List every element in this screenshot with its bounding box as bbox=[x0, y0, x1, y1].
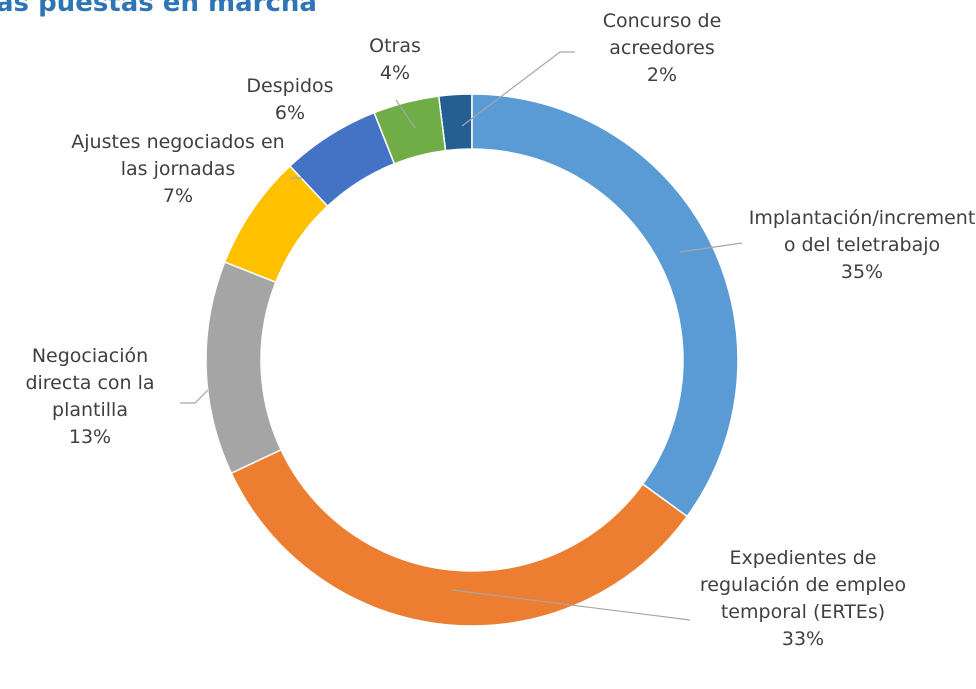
value-label: 35% bbox=[840, 261, 884, 283]
category-label: Ajustes negociados en las jornadas bbox=[71, 131, 285, 180]
category-label: Otras bbox=[369, 35, 421, 57]
category-label: Implantación/incremento del teletrabajo bbox=[748, 207, 976, 256]
donut-slice bbox=[230, 448, 689, 627]
chart-title: as puestas en marcha bbox=[0, 0, 317, 18]
donut-slice bbox=[223, 165, 329, 284]
value-label: 33% bbox=[781, 628, 825, 650]
leader-lines bbox=[180, 51, 743, 621]
donut-slice bbox=[205, 261, 283, 475]
leader-line bbox=[679, 242, 743, 253]
data-label: Otras 4% bbox=[345, 33, 445, 87]
leader-line bbox=[451, 589, 691, 621]
data-label: Expedientes de regulación de empleo temp… bbox=[691, 545, 916, 653]
data-label: Ajustes negociados en las jornadas 7% bbox=[61, 129, 296, 210]
value-label: 4% bbox=[379, 62, 411, 84]
value-label: 2% bbox=[646, 64, 678, 86]
category-label: Negociación directa con la plantilla bbox=[25, 345, 155, 421]
donut-slice bbox=[288, 111, 396, 208]
data-label: Despidos 6% bbox=[225, 73, 355, 127]
donut-slice bbox=[373, 95, 447, 165]
leader-line bbox=[461, 51, 575, 127]
data-label: Concurso de acreedores 2% bbox=[577, 8, 747, 89]
value-label: 6% bbox=[274, 102, 306, 124]
category-label: Concurso de acreedores bbox=[602, 10, 722, 59]
value-label: 7% bbox=[162, 185, 194, 207]
category-label: Despidos bbox=[246, 75, 334, 97]
category-label: Expedientes de regulación de empleo temp… bbox=[699, 547, 907, 623]
donut-slice bbox=[471, 93, 739, 518]
leader-line bbox=[395, 99, 416, 129]
leader-line bbox=[180, 389, 209, 404]
data-label: Implantación/incremento del teletrabajo 3… bbox=[746, 205, 976, 286]
value-label: 13% bbox=[68, 426, 112, 448]
data-label: Negociación directa con la plantilla 13% bbox=[3, 343, 178, 451]
